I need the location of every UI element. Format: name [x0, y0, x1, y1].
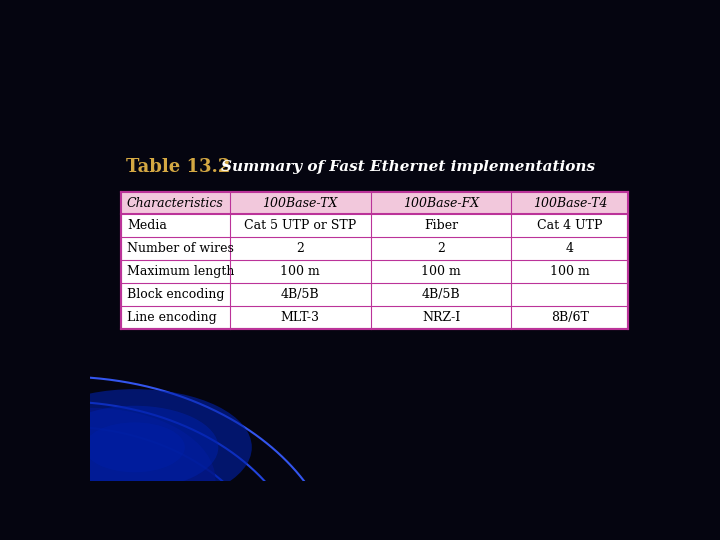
- Text: Number of wires: Number of wires: [127, 242, 234, 255]
- Text: Characteristics: Characteristics: [127, 197, 224, 210]
- Text: 100Base-T4: 100Base-T4: [533, 197, 607, 210]
- Text: 100 m: 100 m: [550, 265, 590, 278]
- Text: 2: 2: [437, 242, 445, 255]
- Text: 100Base-TX: 100Base-TX: [263, 197, 338, 210]
- Text: 4B/5B: 4B/5B: [281, 288, 320, 301]
- Text: MLT-3: MLT-3: [281, 311, 320, 324]
- Ellipse shape: [51, 406, 218, 489]
- Text: Line encoding: Line encoding: [127, 311, 217, 324]
- Text: Table 13.2: Table 13.2: [126, 158, 230, 176]
- Text: Media: Media: [127, 219, 167, 232]
- Text: Summary of Fast Ethernet implementations: Summary of Fast Ethernet implementations: [221, 160, 595, 174]
- Text: Block encoding: Block encoding: [127, 288, 225, 301]
- Text: 8B/6T: 8B/6T: [551, 311, 589, 324]
- Ellipse shape: [0, 408, 215, 540]
- Text: 4B/5B: 4B/5B: [422, 288, 460, 301]
- Text: Fiber: Fiber: [424, 219, 458, 232]
- Text: 100Base-FX: 100Base-FX: [403, 197, 479, 210]
- Bar: [121, 192, 629, 214]
- Text: 4: 4: [566, 242, 574, 255]
- Text: 100 m: 100 m: [421, 265, 461, 278]
- Bar: [121, 192, 629, 329]
- Ellipse shape: [17, 389, 252, 505]
- Text: Cat 5 UTP or STP: Cat 5 UTP or STP: [244, 219, 356, 232]
- Text: 2: 2: [296, 242, 304, 255]
- Text: Maximum length: Maximum length: [127, 265, 235, 278]
- Ellipse shape: [84, 422, 185, 472]
- Text: NRZ-I: NRZ-I: [422, 311, 460, 324]
- Text: Cat 4 UTP: Cat 4 UTP: [537, 219, 603, 232]
- Text: 100 m: 100 m: [280, 265, 320, 278]
